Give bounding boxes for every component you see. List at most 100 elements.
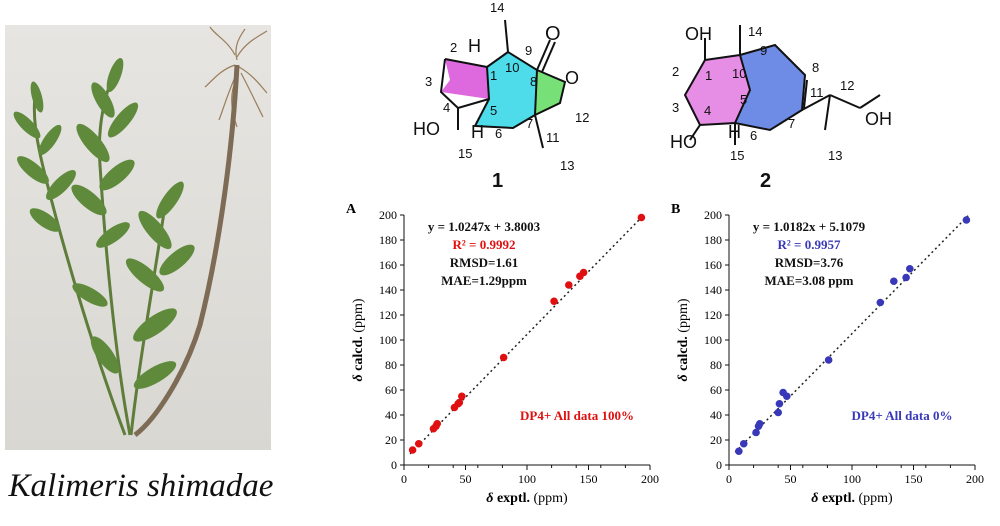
- structure-1-label-c10: 10: [505, 60, 519, 75]
- data-point: [458, 392, 466, 401]
- data-point: [752, 428, 760, 437]
- structure-1-seven-ring: [475, 52, 537, 128]
- structure-1-label-c4: 4: [443, 100, 450, 115]
- y-axis-label: δ calcd. (ppm): [676, 298, 691, 381]
- structure-2-label-c10: 10: [732, 66, 746, 81]
- scatter-chart-b: B 0 20 40 60 80 100 120 140 160 180 200 0 50 100 150 200…: [671, 202, 984, 506]
- plant-illustration: [13, 26, 268, 437]
- y-tick-label: 40: [385, 408, 397, 422]
- structure-2-label-c9: 9: [760, 43, 767, 58]
- structure-2-label-c14: 14: [748, 24, 762, 39]
- x-axis-symbol: δ: [486, 491, 497, 506]
- x-tick-label: 0: [401, 472, 407, 486]
- y-tick-label: 160: [379, 258, 397, 272]
- structure-1-label-c12: 12: [575, 110, 589, 125]
- x-tick-label: 50: [785, 472, 797, 486]
- data-point: [876, 298, 885, 307]
- data-point: [739, 439, 748, 448]
- fit-line: [734, 214, 970, 453]
- x-axis-word: exptl.: [497, 491, 530, 506]
- panel-b: B 0 20 40 60 80 100 120 140 160 180 200 0 50 100 150 200…: [665, 195, 985, 520]
- data-point: [408, 446, 417, 454]
- y-tick-label: 80: [385, 358, 397, 372]
- y-axis-symbol: δ: [676, 371, 691, 382]
- structure-1-hydroxyl: HO: [413, 119, 440, 139]
- x-tick-label: 200: [641, 472, 659, 486]
- structure-2-label-c13: 13: [828, 148, 842, 163]
- x-axis-unit: (ppm): [855, 491, 893, 506]
- structure-2-label-c7: 7: [788, 116, 795, 131]
- x-tick-label: 100: [843, 472, 861, 486]
- structure-2-label-c4: 4: [704, 103, 711, 118]
- data-point: [906, 264, 914, 273]
- y-tick-label: 120: [379, 308, 397, 322]
- data-point: [902, 273, 910, 282]
- data-point: [579, 268, 588, 277]
- structure-2-label-c2: 2: [672, 64, 679, 79]
- structure-2-oh1: OH: [685, 24, 712, 44]
- y-tick-label: 120: [704, 308, 722, 322]
- data-point: [755, 419, 764, 428]
- y-tick-label: 20: [710, 433, 722, 447]
- structure-1-label-c11: 11: [546, 130, 560, 145]
- structure-1-ketone-o: O: [545, 23, 561, 45]
- data-point: [637, 213, 646, 222]
- x-axis-label: δ exptl. (ppm): [486, 491, 568, 506]
- y-tick-label: 180: [379, 233, 397, 247]
- data-point: [824, 356, 833, 364]
- rmsd-value: RMSD=1.61: [450, 255, 518, 270]
- y-tick-label: 0: [391, 458, 397, 472]
- structure-2-oh12: OH: [865, 109, 892, 129]
- x-axis-unit: (ppm): [530, 491, 568, 506]
- structure-1-h1: H: [468, 36, 481, 56]
- y-tick-label: 100: [704, 333, 722, 347]
- data-point: [499, 353, 508, 362]
- dp4-result: DP4+ All data 0%: [852, 408, 953, 423]
- dp4-result: DP4+ All data 100%: [520, 408, 634, 423]
- r-squared: R² = 0.9957: [778, 237, 841, 252]
- structure-2-label-c5: 5: [740, 92, 747, 107]
- structure-2-label-c1: 1: [705, 68, 712, 83]
- y-tick-label: 140: [379, 283, 397, 297]
- fit-equation: y = 1.0247x + 3.8003: [428, 219, 541, 234]
- x-tick-label: 200: [966, 472, 984, 486]
- plant-woody-stem: [133, 64, 240, 437]
- x-axis-symbol: δ: [811, 491, 822, 506]
- panel-a: A 0 20 40 60 80 100 120 140 160 180 200 0 50 100 150 200…: [340, 195, 660, 520]
- structure-2-drawing: OH 14 1 2 3 4 5 6 7 8 9 10 11 12 13 15 H…: [670, 24, 892, 192]
- data-point: [550, 297, 558, 306]
- structure-2-label-c15: 15: [730, 148, 744, 163]
- structure-2-h5: H: [728, 122, 741, 142]
- data-point: [890, 277, 898, 286]
- data-point: [433, 419, 442, 428]
- plant-leaves: [13, 57, 195, 389]
- structure-1-label-c5: 5: [490, 103, 497, 118]
- structure-2-label-c8: 8: [812, 60, 819, 75]
- y-tick-label: 200: [704, 208, 722, 222]
- structure-1-five-ring: [441, 59, 489, 99]
- data-point: [565, 281, 573, 289]
- structure-1-h5: H: [471, 122, 484, 142]
- structure-2-number: 2: [760, 170, 771, 192]
- structure-1: 14 2 3 4 1 5 6 7 8 9 10 11 12 13 15 O O …: [413, 0, 589, 192]
- y-tick-label: 0: [716, 458, 722, 472]
- y-axis-word: calcd.: [676, 336, 691, 371]
- x-tick-label: 100: [518, 472, 536, 486]
- chemical-structures: 14 2 3 4 1 5 6 7 8 9 10 11 12 13 15 O O …: [413, 0, 589, 192]
- species-name-caption: Kalimeris shimadae: [8, 468, 274, 504]
- y-axis-label: δ calcd. (ppm): [351, 298, 366, 381]
- structure-1-furan-o: O: [565, 68, 579, 88]
- data-point: [783, 392, 791, 401]
- structure-2-ring-a-fill: [685, 55, 750, 125]
- y-tick-label: 80: [710, 358, 722, 372]
- x-tick-label: 50: [460, 472, 472, 486]
- y-tick-label: 200: [379, 208, 397, 222]
- y-tick-label: 40: [710, 408, 722, 422]
- y-axis-unit: (ppm): [351, 298, 366, 336]
- mae-value: MAE=3.08 ppm: [764, 273, 853, 288]
- structure-2-label-c3: 3: [672, 100, 679, 115]
- x-axis-label: δ exptl. (ppm): [811, 491, 893, 506]
- x-tick-label: 150: [580, 472, 598, 486]
- y-tick-label: 60: [710, 383, 722, 397]
- structure-1-label-c7: 7: [526, 116, 533, 131]
